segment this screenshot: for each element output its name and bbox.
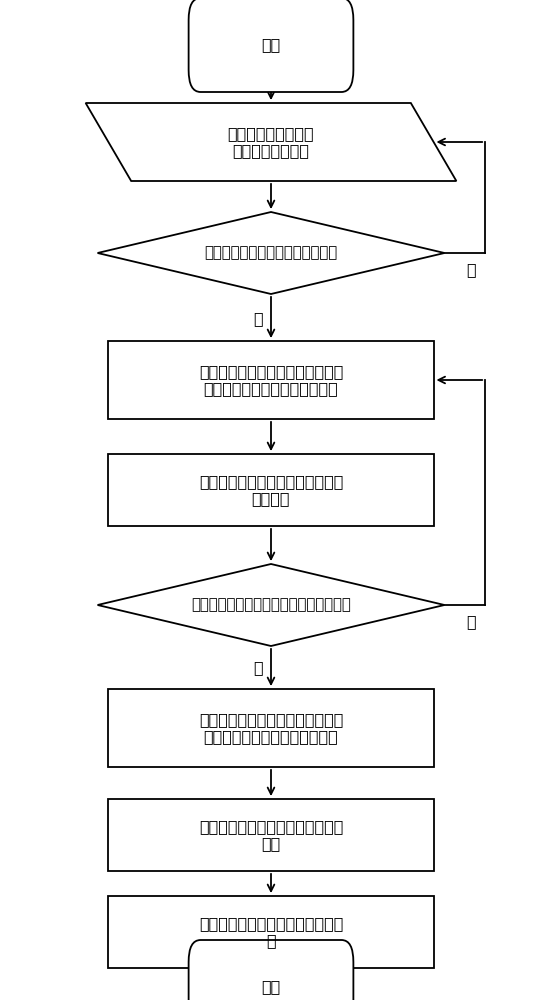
Text: 是: 是	[253, 660, 263, 676]
Text: 是: 是	[253, 312, 263, 326]
Text: 否: 否	[467, 262, 476, 277]
Polygon shape	[98, 212, 444, 294]
Text: 用户电表过零点时刻是否与配电终端一致: 用户电表过零点时刻是否与配电终端一致	[191, 597, 351, 612]
Text: 开始: 开始	[261, 37, 281, 52]
Polygon shape	[98, 564, 444, 646]
Text: 用户电表向智能融合终端注册相位
信息: 用户电表向智能融合终端注册相位 信息	[199, 819, 343, 851]
Text: 结束: 结束	[261, 980, 281, 994]
Text: 智能融合终端建立用户电表相位矩
阵: 智能融合终端建立用户电表相位矩 阵	[199, 916, 343, 948]
Bar	[108, 454, 434, 526]
Text: 否: 否	[467, 614, 476, 630]
Polygon shape	[86, 103, 456, 181]
Bar	[108, 799, 434, 871]
Text: 根据相位识别信息中的已知相位信
息判断相位并存储在用户电表中: 根据相位识别信息中的已知相位信 息判断相位并存储在用户电表中	[199, 712, 343, 744]
Bar	[108, 689, 434, 767]
Text: 用户电表进行相位识别多载波调制
信号解调: 用户电表进行相位识别多载波调制 信号解调	[199, 474, 343, 506]
Text: 在三相电压过零点时，分别加载带
相位识别信息的多载波调频信号: 在三相电压过零点时，分别加载带 相位识别信息的多载波调频信号	[199, 364, 343, 396]
Text: 用户电表时钟是否与融合终端一致: 用户电表时钟是否与融合终端一致	[204, 245, 338, 260]
Text: 智能融合终端向用户
电表广播对时指令: 智能融合终端向用户 电表广播对时指令	[228, 126, 314, 158]
FancyBboxPatch shape	[189, 940, 353, 1000]
Bar	[108, 341, 434, 419]
Bar	[108, 896, 434, 968]
FancyBboxPatch shape	[189, 0, 353, 92]
